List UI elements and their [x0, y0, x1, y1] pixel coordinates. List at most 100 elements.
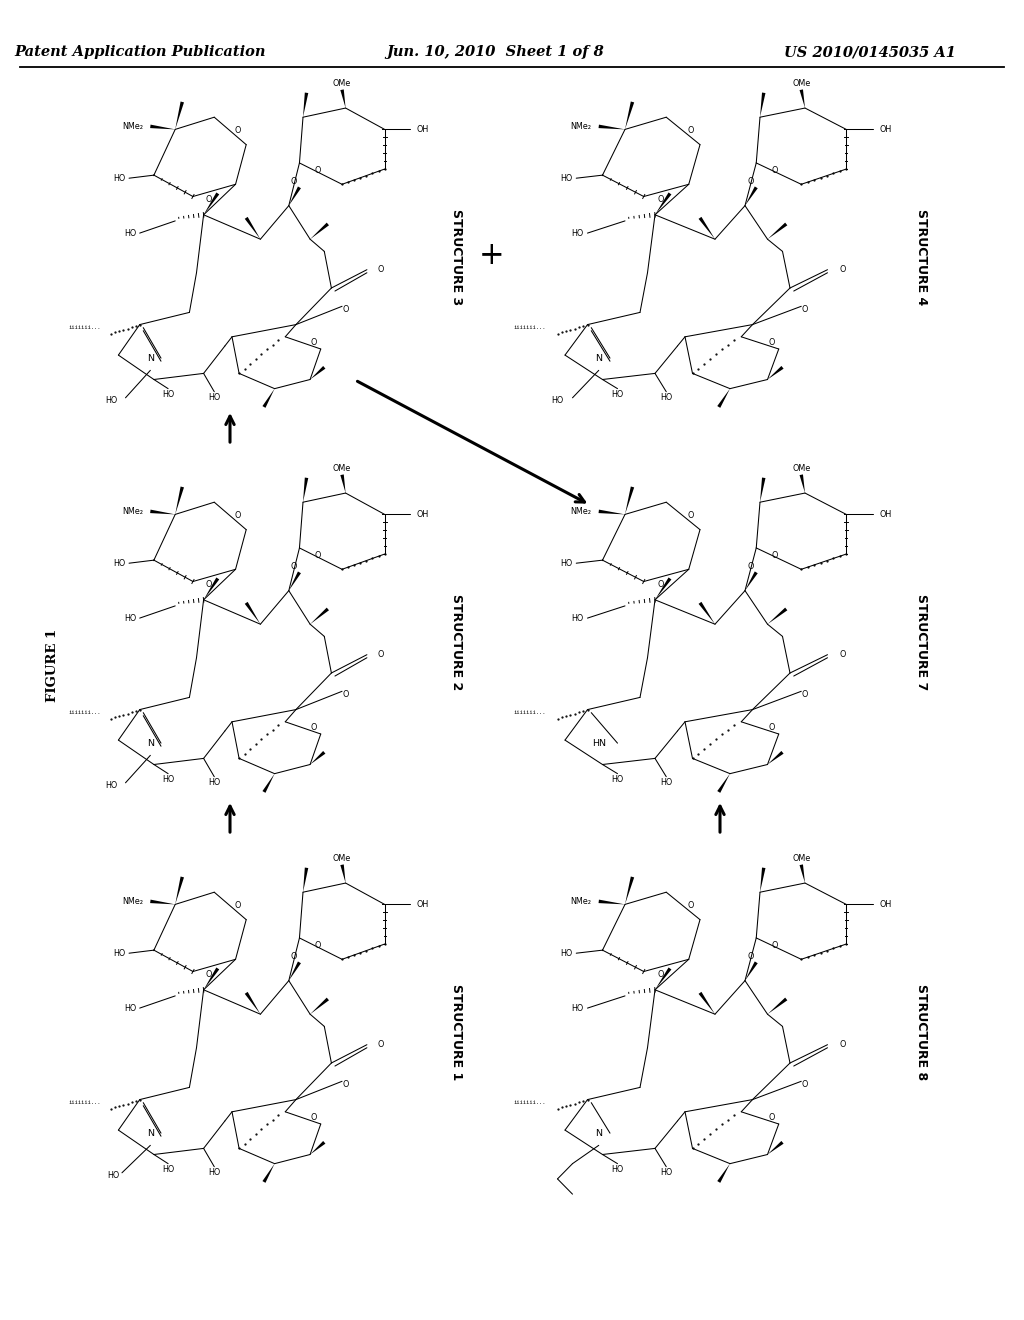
Text: STRUCTURE 4: STRUCTURE 4 [915, 210, 928, 306]
Text: HO: HO [560, 949, 572, 958]
Text: OMe: OMe [333, 465, 351, 473]
Text: HO: HO [611, 775, 624, 784]
Text: HO: HO [124, 614, 136, 623]
Text: OMe: OMe [793, 79, 810, 88]
Text: NMe₂: NMe₂ [570, 507, 591, 516]
Text: OMe: OMe [793, 854, 810, 863]
Polygon shape [340, 474, 346, 494]
Polygon shape [262, 774, 274, 793]
Polygon shape [760, 867, 766, 892]
Text: O: O [314, 550, 321, 560]
Text: O: O [342, 1080, 349, 1089]
Polygon shape [599, 510, 625, 515]
Text: O: O [840, 265, 846, 275]
Text: O: O [314, 941, 321, 950]
Text: Patent Application Publication: Patent Application Publication [14, 45, 266, 59]
Text: OMe: OMe [793, 465, 810, 473]
Polygon shape [262, 1164, 274, 1183]
Text: iiiiiii...: iiiiiii... [514, 710, 546, 715]
Text: iiiiiii...: iiiiiii... [69, 710, 100, 715]
Text: O: O [378, 1040, 384, 1049]
Polygon shape [599, 900, 625, 904]
Text: O: O [772, 166, 778, 176]
Polygon shape [175, 487, 184, 515]
Text: HO: HO [208, 779, 220, 787]
Text: HO: HO [162, 775, 174, 784]
Polygon shape [303, 92, 308, 117]
Text: NMe₂: NMe₂ [570, 896, 591, 906]
Text: O: O [802, 690, 808, 698]
Text: FIGURE 1: FIGURE 1 [45, 628, 58, 702]
Polygon shape [289, 572, 301, 590]
Text: N: N [146, 1129, 154, 1138]
Text: O: O [234, 511, 241, 520]
Polygon shape [717, 774, 730, 793]
Text: HO: HO [571, 614, 584, 623]
Text: O: O [768, 1113, 774, 1122]
Text: O: O [342, 305, 349, 314]
Text: STRUCTURE 8: STRUCTURE 8 [915, 985, 928, 1081]
Text: HO: HO [560, 558, 572, 568]
Text: O: O [748, 952, 754, 961]
Text: HO: HO [162, 391, 174, 399]
Text: OH: OH [417, 125, 429, 133]
Polygon shape [175, 876, 184, 904]
Polygon shape [760, 478, 766, 502]
Text: HO: HO [571, 228, 584, 238]
Text: O: O [657, 195, 664, 205]
Text: O: O [310, 723, 316, 733]
Text: HO: HO [114, 558, 126, 568]
Text: O: O [772, 941, 778, 950]
Text: O: O [772, 550, 778, 560]
Text: STRUCTURE 1: STRUCTURE 1 [450, 985, 463, 1081]
Polygon shape [655, 968, 672, 990]
Text: N: N [146, 354, 154, 363]
Polygon shape [717, 388, 730, 408]
Polygon shape [768, 751, 783, 764]
Text: O: O [234, 902, 241, 911]
Text: O: O [378, 651, 384, 659]
Polygon shape [745, 572, 758, 590]
Polygon shape [204, 968, 219, 990]
Polygon shape [760, 92, 766, 117]
Polygon shape [768, 223, 787, 239]
Polygon shape [245, 216, 260, 239]
Polygon shape [599, 124, 625, 129]
Polygon shape [310, 366, 326, 380]
Polygon shape [800, 90, 805, 108]
Polygon shape [768, 607, 787, 624]
Text: N: N [146, 739, 154, 747]
Polygon shape [151, 510, 175, 515]
Polygon shape [310, 223, 329, 239]
Text: O: O [687, 902, 694, 911]
Polygon shape [698, 991, 715, 1014]
Text: HO: HO [611, 1166, 624, 1175]
Text: iiiiiii...: iiiiiii... [514, 325, 546, 330]
Polygon shape [655, 193, 672, 215]
Text: STRUCTURE 7: STRUCTURE 7 [915, 594, 928, 690]
Text: O: O [310, 1113, 316, 1122]
Text: HO: HO [660, 779, 673, 787]
Text: HO: HO [108, 1171, 120, 1180]
Polygon shape [625, 487, 634, 515]
Text: O: O [768, 338, 774, 347]
Polygon shape [204, 193, 219, 215]
Text: O: O [748, 177, 754, 186]
Polygon shape [768, 366, 783, 380]
Text: HN: HN [592, 739, 606, 747]
Polygon shape [303, 867, 308, 892]
Text: NMe₂: NMe₂ [122, 507, 143, 516]
Text: O: O [840, 651, 846, 659]
Polygon shape [310, 998, 329, 1014]
Polygon shape [340, 865, 346, 883]
Text: OMe: OMe [333, 854, 351, 863]
Text: HO: HO [611, 391, 624, 399]
Text: NMe₂: NMe₂ [122, 896, 143, 906]
Polygon shape [745, 961, 758, 981]
Text: O: O [291, 952, 297, 961]
Text: O: O [768, 723, 774, 733]
Text: OH: OH [880, 125, 892, 133]
Text: iiiiiii...: iiiiiii... [69, 325, 100, 330]
Text: O: O [657, 970, 664, 979]
Polygon shape [625, 876, 634, 904]
